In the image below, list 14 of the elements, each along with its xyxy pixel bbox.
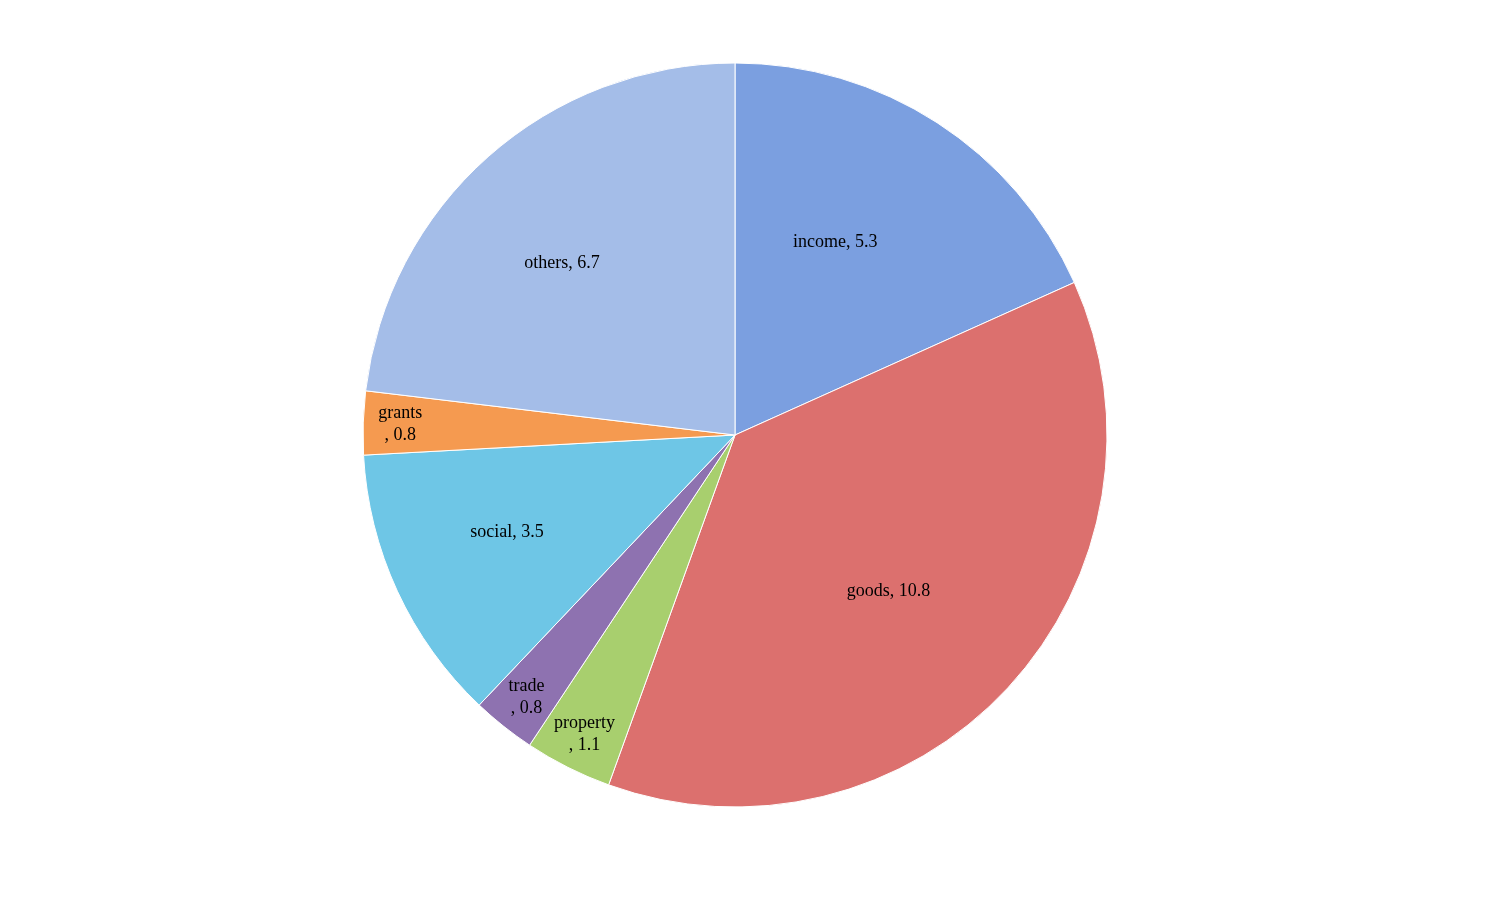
data-label: , 1.1 [568,734,601,755]
slice-label: trade [508,675,545,696]
slice-label: goods [846,580,890,601]
data-label: , 0.8 [510,697,543,718]
data-label: , 3.5 [512,520,544,541]
data-label: , 0.8 [384,424,416,445]
data-label: , 5.3 [845,230,878,251]
slice-label: others [524,251,569,272]
data-label: , 10.8 [889,580,931,601]
data-label: , 6.7 [568,251,600,272]
slice-label: grants [378,402,423,423]
slice-label: property [554,712,616,733]
slice-label: income [792,230,846,251]
slice-label: social [470,520,513,541]
